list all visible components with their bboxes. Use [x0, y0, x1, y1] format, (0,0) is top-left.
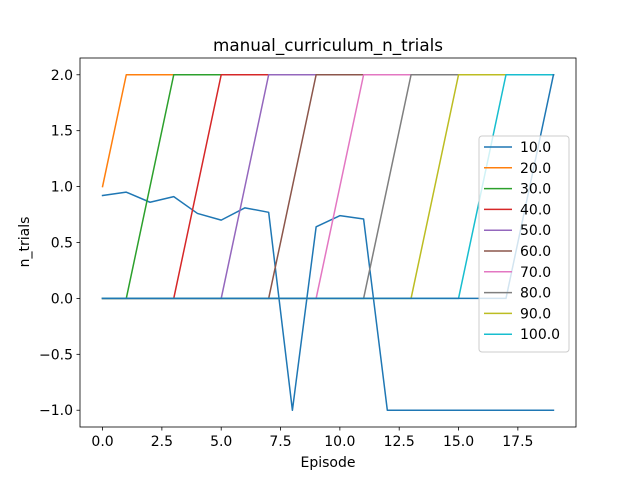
x-tick-label: 10.0 [324, 434, 355, 450]
x-tick-label: 15.0 [443, 434, 474, 450]
series-line-10.0 [101, 191, 555, 411]
x-tick-label: 5.0 [210, 434, 232, 450]
legend: 10.0 20.0 30.0 40.0 50.0 60.0 70.0 80.0 90.0 100.… [478, 135, 570, 353]
y-tick-label: 0.0 [51, 291, 73, 307]
y-tick-label: 0.5 [51, 236, 73, 252]
legend-label: 40.0 [520, 202, 551, 218]
x-tick-label: 17.5 [502, 434, 533, 450]
legend-label: 20.0 [520, 161, 551, 177]
legend-box [478, 135, 570, 353]
y-axis-label: n_trials [17, 217, 33, 268]
legend-label: 10.0 [520, 140, 551, 156]
x-tick-label: 12.5 [384, 434, 415, 450]
x-tick-label: 0.0 [91, 434, 113, 450]
legend-label: 30.0 [520, 182, 551, 198]
x-tick-label: 7.5 [269, 434, 291, 450]
y-tick-label: 2.0 [51, 68, 73, 84]
legend-label: 90.0 [520, 306, 551, 322]
legend-label: 80.0 [520, 286, 551, 302]
y-tick-label: 1.5 [51, 124, 73, 140]
legend-label: 50.0 [520, 223, 551, 239]
legend-label: 60.0 [520, 244, 551, 260]
legend-label: 70.0 [520, 265, 551, 281]
y-tick-label: −0.5 [39, 347, 73, 363]
legend-label: 100.0 [520, 327, 560, 343]
axes-layer: 0.0 2.5 5.0 7.5 10.0 12.5 15.0 17.5 −1.0 −0.5 0.0 0… [39, 57, 577, 450]
chart-title: manual_curriculum_n_trials [213, 35, 443, 56]
x-axis-label: Episode [301, 455, 356, 471]
series-layer [101, 73, 555, 411]
y-tick-label: −1.0 [39, 403, 73, 419]
y-tick-label: 1.0 [51, 180, 73, 196]
x-tick-label: 2.5 [151, 434, 173, 450]
